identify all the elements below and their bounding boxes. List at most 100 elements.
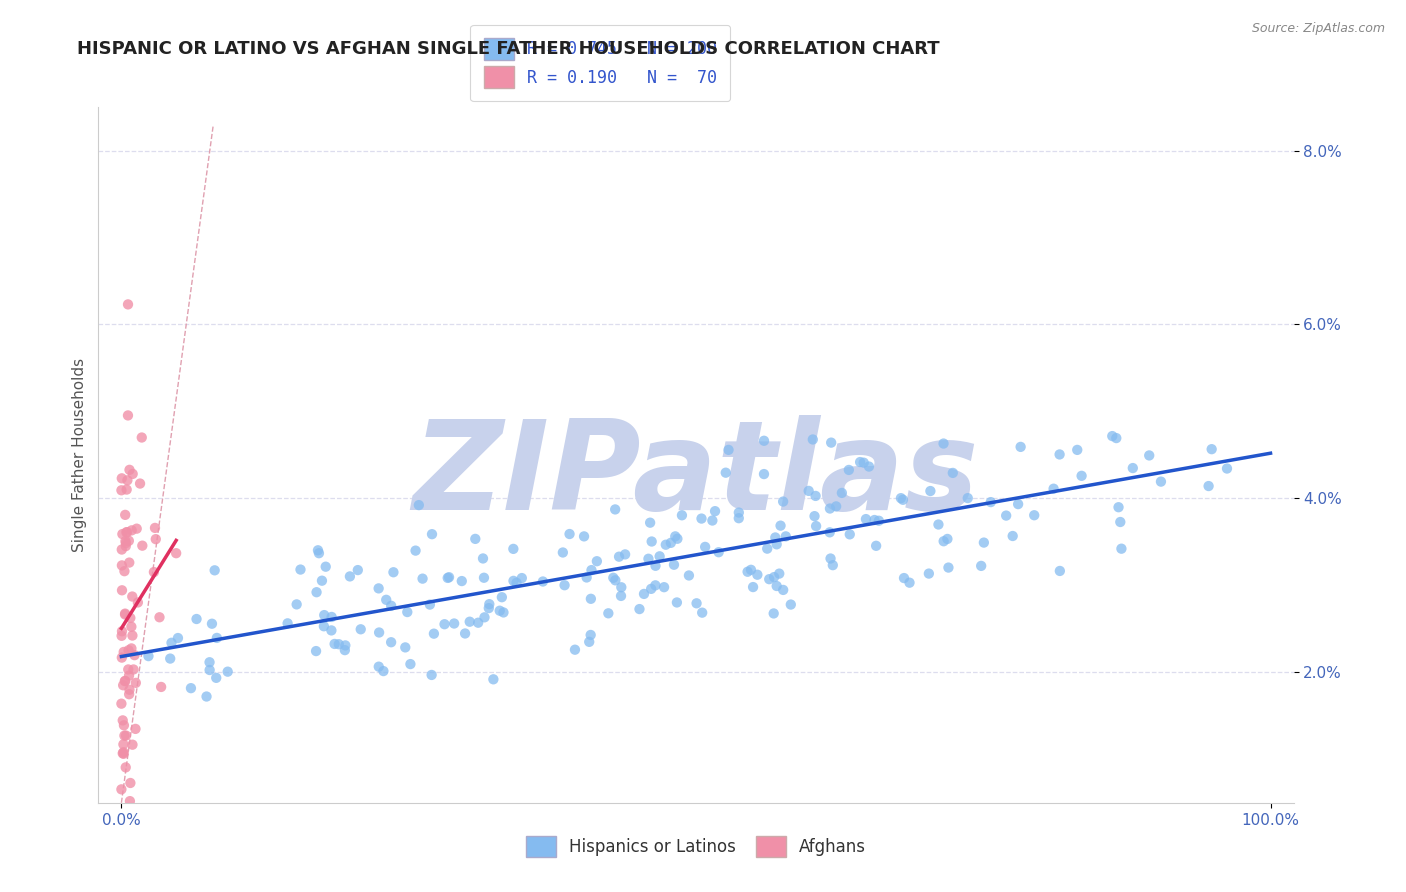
Point [482,673,505,687]
Point [510,571,533,585]
Point [605,574,627,588]
Point [204,563,226,577]
Point [110,483,132,498]
Point [932,436,955,450]
Point [980,495,1002,509]
Point [740,563,762,577]
Point [893,571,915,585]
Point [640,582,662,596]
Point [727,506,749,520]
Point [148,610,170,624]
Point [578,635,600,649]
Point [742,580,765,594]
Point [797,483,820,498]
Point [714,466,737,480]
Point [752,467,775,481]
Point [117,662,139,676]
Point [717,442,740,457]
Point [114,508,136,522]
Point [765,537,787,551]
Point [150,680,173,694]
Point [408,498,430,512]
Point [382,566,405,580]
Point [367,582,389,596]
Point [1111,541,1133,556]
Point [131,539,153,553]
Point [373,664,395,678]
Point [333,643,356,657]
Point [502,574,524,588]
Point [554,578,576,592]
Point [312,619,335,633]
Point [115,483,138,497]
Point [375,592,398,607]
Point [572,529,595,543]
Point [308,546,330,560]
Point [1001,529,1024,543]
Point [321,624,343,638]
Point [118,682,141,697]
Point [652,580,675,594]
Point [121,738,143,752]
Point [772,494,794,508]
Point [112,745,135,759]
Point [614,548,637,562]
Point [315,559,337,574]
Point [665,595,688,609]
Point [637,551,659,566]
Point [205,631,228,645]
Point [707,545,730,559]
Point [579,628,602,642]
Point [120,611,142,625]
Point [131,430,153,444]
Point [145,532,167,546]
Y-axis label: Single Father Households: Single Father Households [72,358,87,552]
Point [380,599,402,613]
Point [321,610,343,624]
Point [804,489,827,503]
Point [165,546,187,560]
Point [472,551,495,566]
Point [825,500,848,514]
Point [1042,482,1064,496]
Point [112,678,135,692]
Point [804,519,827,533]
Point [160,636,183,650]
Point [394,640,416,655]
Point [575,570,598,584]
Point [117,473,139,487]
Point [111,527,134,541]
Point [307,543,329,558]
Point [112,564,135,578]
Point [478,601,501,615]
Point [118,794,141,808]
Point [420,527,443,541]
Point [118,687,141,701]
Point [111,471,134,485]
Point [198,663,221,677]
Point [314,608,336,623]
Point [419,598,441,612]
Point [120,620,142,634]
Point [350,622,373,636]
Point [311,574,333,588]
Point [607,549,630,564]
Point [167,631,190,645]
Point [1108,500,1130,515]
Point [143,521,166,535]
Point [942,466,965,480]
Point [111,583,134,598]
Point [115,536,138,550]
Point [858,459,880,474]
Point [114,673,136,688]
Point [111,624,134,639]
Point [855,512,877,526]
Point [205,671,228,685]
Point [467,615,489,630]
Point [818,501,841,516]
Point [114,760,136,774]
Point [118,556,141,570]
Point [125,676,148,690]
Point [112,645,135,659]
Point [1137,449,1160,463]
